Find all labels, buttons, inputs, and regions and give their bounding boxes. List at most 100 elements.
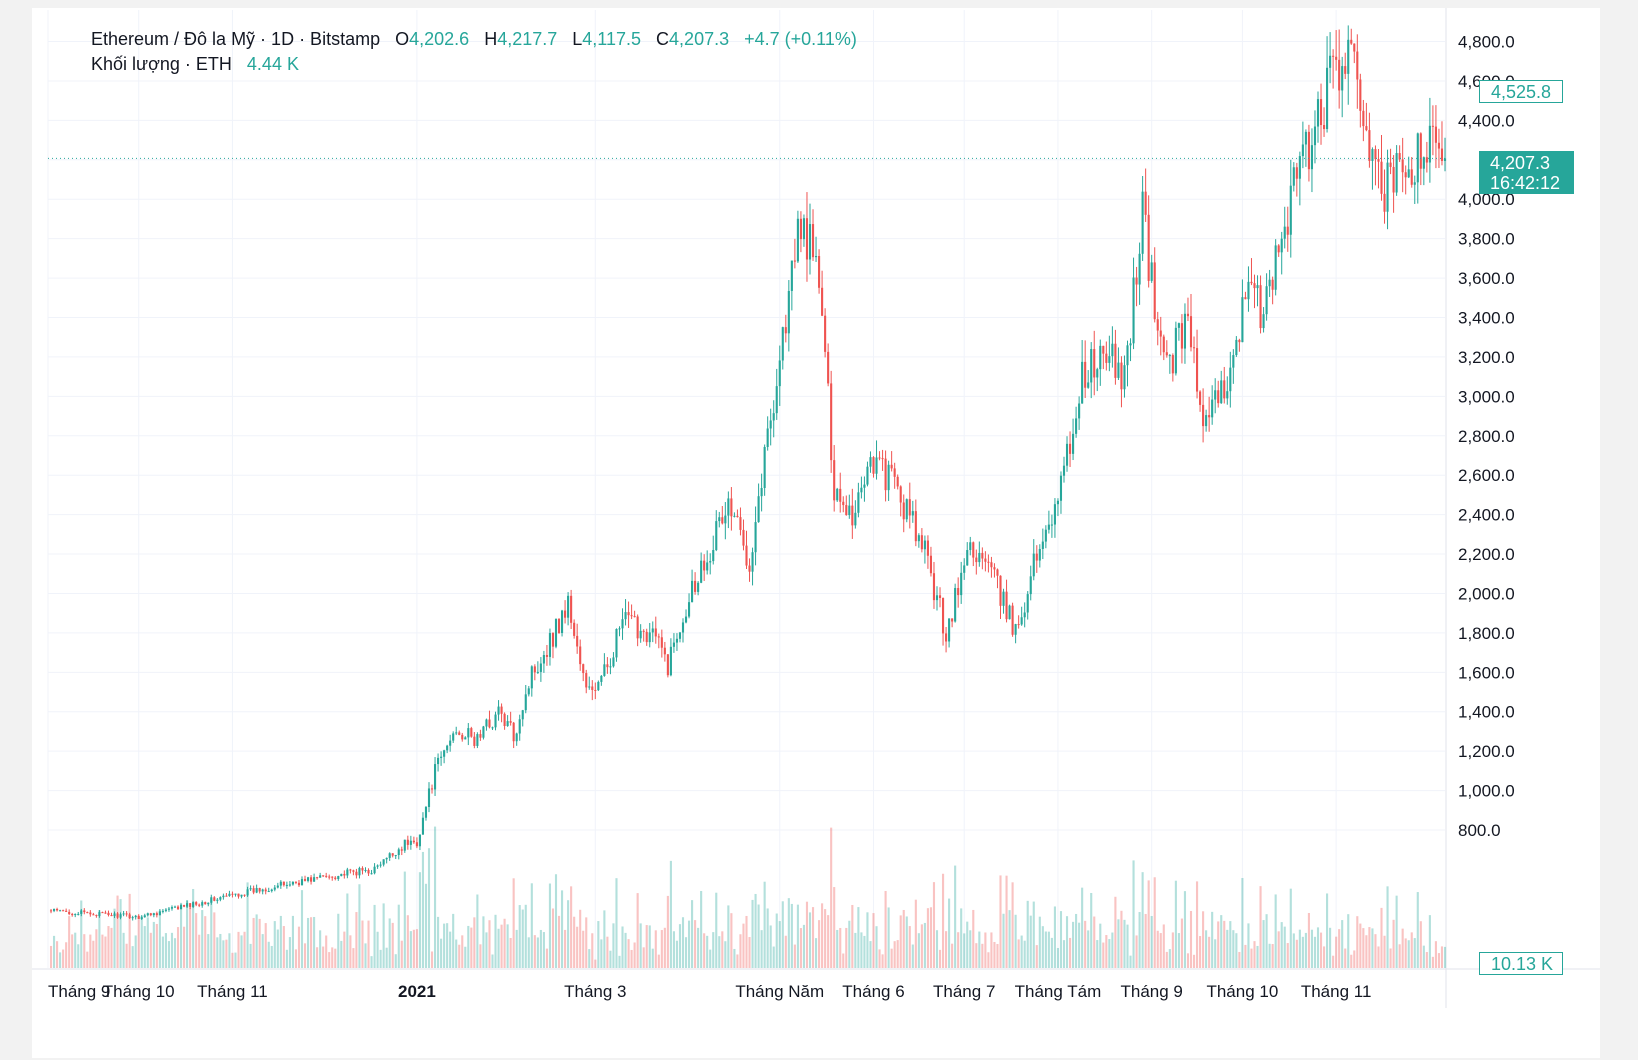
candle-body [1078,403,1081,419]
candle-body [642,630,645,632]
volume-bar [246,882,249,968]
price-axis-label: 2,000.0 [1458,584,1515,603]
volume-bar [1268,943,1271,968]
candle-body [470,728,473,737]
candle-body [709,561,712,563]
volume-bar [89,934,92,968]
volume-bar [164,933,167,968]
volume-bar [1304,932,1307,968]
candle-body [887,464,890,491]
volume-bar [1038,916,1041,968]
candle-body [938,595,942,598]
volume-bar [554,874,558,968]
volume-bar [1425,952,1428,968]
legend-volume-label[interactable]: Khối lượng · ETH [91,54,232,74]
candle-body [1422,157,1425,169]
volume-bar [821,903,824,968]
volume-bar [1271,944,1274,968]
candle-body [521,710,524,720]
legend-symbol[interactable]: Ethereum / Đô la Mỹ · 1D · Bitstamp [91,29,381,49]
candle-body [993,567,996,570]
volume-bar [1177,933,1180,968]
candle-body [361,867,364,871]
candle-body [379,864,382,866]
volume-bar [827,915,830,968]
volume-bar [802,924,806,968]
candle-body [1177,323,1180,328]
volume-bar [663,927,666,968]
candle-body [1017,624,1020,626]
volume-bar [1356,916,1359,968]
candle-body [579,646,582,665]
volume-bar [1120,910,1123,968]
volume-bar [1117,919,1120,968]
price-axis-label: 1,400.0 [1458,703,1515,722]
candle-body [960,572,963,596]
candle-body [364,869,367,871]
volume-bar [579,909,582,968]
volume-bar [564,929,567,968]
volume-bar [896,940,899,968]
volume-bar [506,924,509,968]
candle-body [1183,313,1187,349]
candle-body [654,628,657,637]
volume-bar [455,939,458,968]
candle-body [258,888,261,892]
candlestick-chart[interactable]: 800.0 1,000.0 1,200.0 1,400.0 1,600.0 1,800.0… [32,8,1600,1058]
volume-bar [1238,951,1241,968]
volume-bar [715,892,718,968]
volume-bar [784,935,787,968]
volume-bar [760,930,763,968]
candle-body [261,889,264,892]
candle-body [1186,313,1190,317]
volume-bar [1329,927,1332,968]
candle-body [1002,591,1005,606]
volume-bar [1153,877,1156,968]
volume-bar [140,915,143,968]
volume-bar [560,890,564,968]
volume-bar [1132,860,1135,968]
time-axis-label: Tháng 9 [1120,982,1182,1001]
candle-body [830,383,833,461]
candle-body [1068,443,1072,454]
candle-body [827,351,830,384]
volume-bar [1326,893,1329,968]
volume-bar [603,910,606,968]
volume-bar [273,921,276,968]
candle-body [618,628,621,630]
candle-body [872,457,875,474]
candle-body [137,915,140,919]
candle-body [857,492,860,513]
chart-panel[interactable]: 800.0 1,000.0 1,200.0 1,400.0 1,600.0 1,800.0… [32,8,1600,1058]
volume-bar [1002,913,1005,968]
candle-body [1256,285,1259,289]
volume-bar [666,895,669,968]
grid-lines [47,10,1445,968]
candle-body [119,914,122,918]
volume-bar [1050,937,1053,968]
volume-bar [796,904,799,968]
candle-body [1059,475,1063,501]
candle-body [576,635,579,647]
time-axis-label: Tháng 7 [933,982,995,1001]
volume-bar [954,865,957,968]
volume-bar [573,916,576,968]
volume-bar [86,951,89,968]
candle-body [1211,399,1214,418]
candle-body [1038,548,1041,561]
candle-body [131,917,134,919]
volume-bar [1259,886,1262,968]
candle-body [101,912,104,914]
volume-bar [1386,886,1389,968]
candle-body [1359,79,1362,111]
candle-body [582,664,585,674]
candle-body [899,486,902,503]
volume-bar [957,932,960,968]
candle-body [675,638,679,643]
volume-bar [860,932,863,968]
candle-body [288,884,291,886]
volume-bar [1319,932,1323,968]
volume-bar [331,947,334,968]
candle-body [718,517,721,522]
candle-body [219,897,222,900]
